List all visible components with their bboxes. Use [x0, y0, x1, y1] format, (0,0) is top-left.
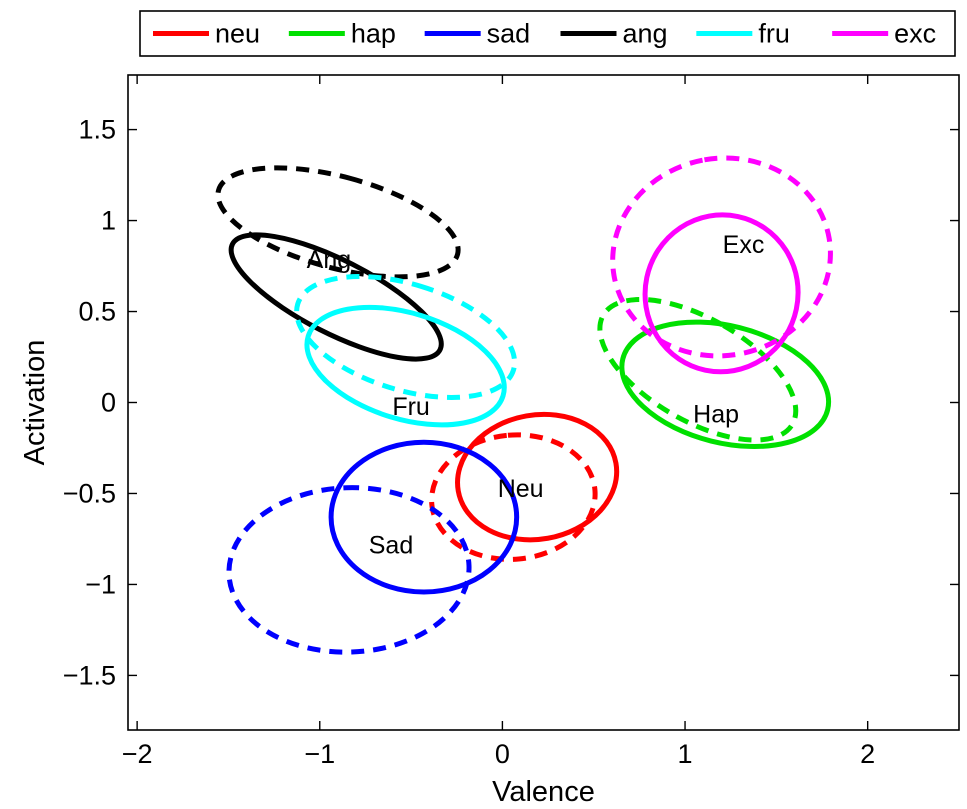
x-tick-label: 0: [495, 739, 510, 769]
x-tick-label: 1: [678, 739, 693, 769]
neu-ellipse-label: Neu: [498, 475, 544, 503]
x-tick-label: 2: [860, 739, 875, 769]
fru-dashed-ellipse: [294, 274, 518, 400]
legend-label-sad: sad: [487, 19, 531, 49]
data-layer: Neu Hap Sad Ang Fru Exc: [215, 155, 833, 655]
ang-dashed-ellipse: [215, 165, 461, 280]
legend-label-ang: ang: [623, 19, 668, 49]
exc-ellipse-label: Exc: [723, 231, 765, 259]
legend-label-neu: neu: [215, 19, 260, 49]
y-axis-label: Activation: [19, 340, 51, 466]
legend-label-hap: hap: [351, 19, 396, 49]
sad-dashed-ellipse: [226, 485, 472, 655]
y-tick-label: 0: [101, 388, 116, 418]
ang-solid-ellipse: [228, 232, 444, 362]
legend-label-exc: exc: [894, 19, 936, 49]
sad-solid-ellipse: [328, 439, 520, 595]
neu-dashed-ellipse: [429, 432, 598, 562]
y-tick-label: −1: [85, 569, 116, 599]
plot-area: Neu Hap Sad Ang Fru Exc: [127, 74, 960, 731]
y-tick-label: −1.5: [63, 660, 116, 690]
y-tick-label: 0.5: [78, 297, 116, 327]
neu-solid-ellipse: [455, 411, 620, 543]
legend: neu hap sad ang fru exc: [139, 10, 956, 57]
x-tick-label: −2: [122, 739, 153, 769]
hap-ellipse-label: Hap: [693, 400, 739, 428]
exc-solid-ellipse: [642, 212, 801, 375]
plot-frame: [127, 74, 960, 731]
hap-solid-ellipse: [619, 319, 832, 449]
legend-box: [139, 10, 956, 57]
fru-ellipse-label: Fru: [392, 393, 430, 421]
y-tick-label: 1.5: [78, 115, 116, 145]
y-tick-label: 1: [101, 206, 116, 236]
ang-ellipse-label: Ang: [307, 246, 351, 274]
x-axis-label: Valence: [492, 776, 595, 808]
exc-dashed-ellipse: [610, 155, 833, 359]
y-tick-label: −0.5: [63, 478, 116, 508]
fru-solid-ellipse: [304, 304, 507, 428]
legend-label-fru: fru: [758, 19, 790, 49]
x-tick-label: −1: [304, 739, 335, 769]
axis-ticks: −2 −1 0 1 2 −1.5 −1 −0.5 0 0.5 1 1.5: [63, 75, 959, 769]
sad-ellipse-label: Sad: [369, 531, 413, 559]
